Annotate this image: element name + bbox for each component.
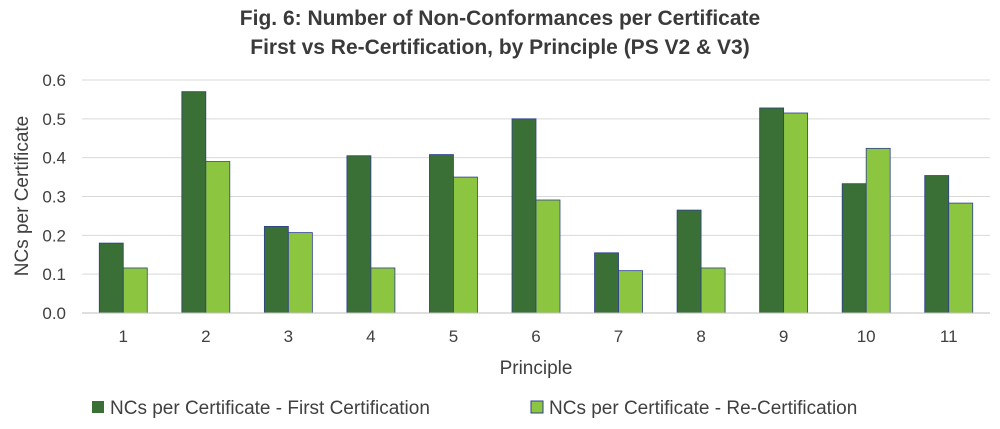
bar-first-certification-principle-2 [181, 91, 207, 314]
x-tick-label: 6 [531, 327, 540, 346]
bar-first-certification-principle-11 [924, 175, 950, 314]
x-tick-label: 4 [366, 327, 375, 346]
chart-subtitle: First vs Re-Certification, by Principle … [250, 36, 749, 59]
bar-first-certification-principle-10 [841, 183, 867, 314]
x-tick-label: 11 [940, 327, 958, 346]
y-axis-label: NCs per Certificate [12, 116, 33, 277]
bar-first-certification-principle-4 [346, 155, 372, 314]
bar-re-certification-principle-5 [453, 176, 478, 314]
y-tick-label: 0.6 [42, 71, 66, 90]
bar-re-certification-principle-4 [370, 267, 396, 314]
legend-label-re-certification: NCs per Certificate - Re-Certification [549, 398, 857, 419]
bar-re-certification-principle-6 [535, 199, 561, 314]
bars [98, 91, 974, 314]
bar-first-certification-principle-6 [511, 118, 537, 314]
bar-re-certification-principle-3 [287, 232, 313, 314]
x-tick-label: 8 [696, 327, 705, 346]
y-axis-ticks: 0.0 0.1 0.2 0.3 0.4 0.5 0.6 [42, 71, 66, 323]
legend-swatch-first-certification [92, 401, 104, 413]
legend-swatch-re-certification [530, 400, 544, 414]
bar-re-certification-principle-2 [205, 161, 231, 314]
x-tick-label: 2 [201, 327, 210, 346]
x-tick-label: 1 [119, 327, 128, 346]
x-tick-label: 5 [449, 327, 458, 346]
chart-title: Fig. 6: Number of Non-Conformances per C… [240, 7, 760, 30]
y-tick-label: 0.2 [42, 226, 66, 245]
y-tick-label: 0.5 [42, 110, 66, 129]
bar-first-certification-principle-7 [594, 252, 619, 314]
bar-re-certification-principle-1 [122, 267, 148, 314]
bar-re-certification-principle-10 [865, 147, 891, 314]
bar-re-certification-principle-11 [948, 202, 974, 314]
bar-re-certification-principle-9 [783, 112, 809, 314]
bar-first-certification-principle-1 [98, 242, 124, 314]
x-tick-label: 9 [779, 327, 788, 346]
y-tick-label: 0.0 [42, 304, 66, 323]
bar-first-certification-principle-5 [429, 154, 454, 314]
x-axis-ticks: 1 2 3 4 5 6 7 8 9 10 11 [119, 327, 958, 346]
bar-re-certification-principle-7 [618, 270, 643, 314]
y-tick-label: 0.3 [42, 188, 66, 207]
legend: NCs per Certificate - First Certificatio… [92, 398, 857, 419]
y-tick-label: 0.4 [42, 149, 66, 168]
x-tick-label: 7 [614, 327, 623, 346]
x-axis-label: Principle [500, 358, 573, 379]
x-tick-label: 3 [284, 327, 293, 346]
bar-re-certification-principle-8 [700, 267, 726, 314]
bar-first-certification-principle-8 [676, 209, 702, 314]
y-tick-label: 0.1 [42, 265, 66, 284]
bar-first-certification-principle-9 [759, 107, 785, 314]
x-tick-label: 10 [857, 327, 876, 346]
legend-label-first-certification: NCs per Certificate - First Certificatio… [110, 398, 430, 419]
bar-first-certification-principle-3 [263, 226, 289, 314]
